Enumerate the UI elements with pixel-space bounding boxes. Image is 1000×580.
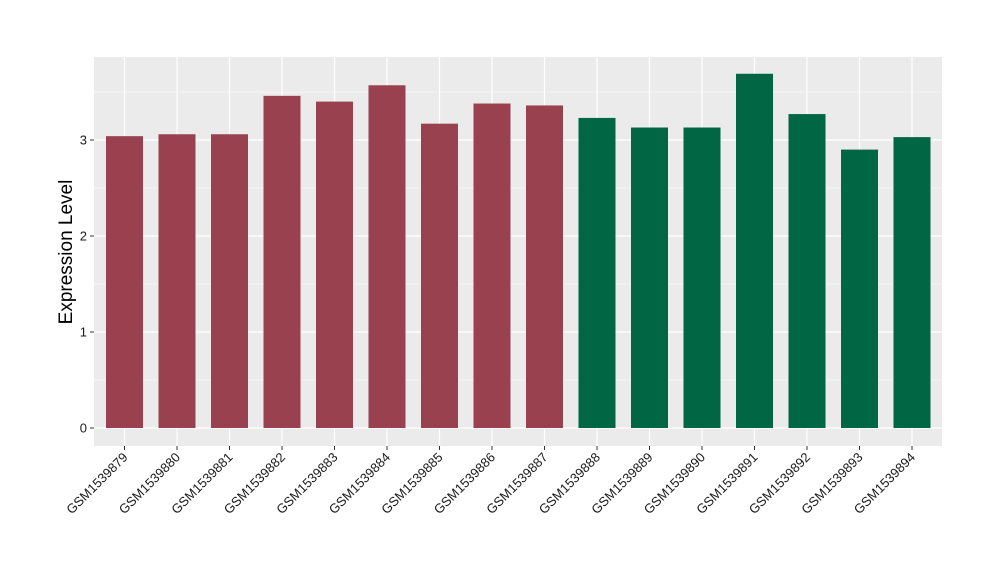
y-tick-label: 1 [80,325,87,340]
bar-GSM1539884 [368,85,406,428]
x-axis: GSM1539879GSM1539880GSM1539881GSM1539882… [63,446,918,517]
y-axis-title: Expression Level [56,180,77,325]
bar-GSM1539880 [158,134,196,429]
bar-GSM1539887 [526,105,563,428]
bar-GSM1539893 [841,149,878,428]
y-axis: 0 1 2 3 [80,133,94,436]
bar-GSM1539894 [893,137,931,428]
y-tick-label: 0 [80,421,87,436]
bar-GSM1539886 [473,103,511,429]
y-tick-label: 3 [80,133,87,148]
bar-GSM1539879 [106,136,143,428]
bar-GSM1539892 [788,114,826,428]
bar-GSM1539889 [631,127,668,429]
bar-GSM1539881 [211,134,248,429]
bar-GSM1539885 [421,123,458,429]
bar-GSM1539891 [736,73,773,428]
y-tick-label: 2 [80,229,87,244]
bar-GSM1539888 [578,117,616,429]
bar-GSM1539883 [316,101,353,428]
bar-GSM1539890 [683,127,721,429]
bars [106,73,931,429]
bar-GSM1539882 [263,95,301,428]
